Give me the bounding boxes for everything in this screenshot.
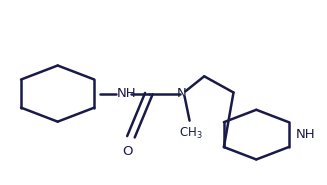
Text: NH: NH	[117, 87, 137, 100]
Text: NH: NH	[295, 128, 315, 141]
Text: CH$_3$: CH$_3$	[179, 126, 203, 141]
Text: O: O	[122, 145, 133, 158]
Text: N: N	[177, 87, 186, 100]
